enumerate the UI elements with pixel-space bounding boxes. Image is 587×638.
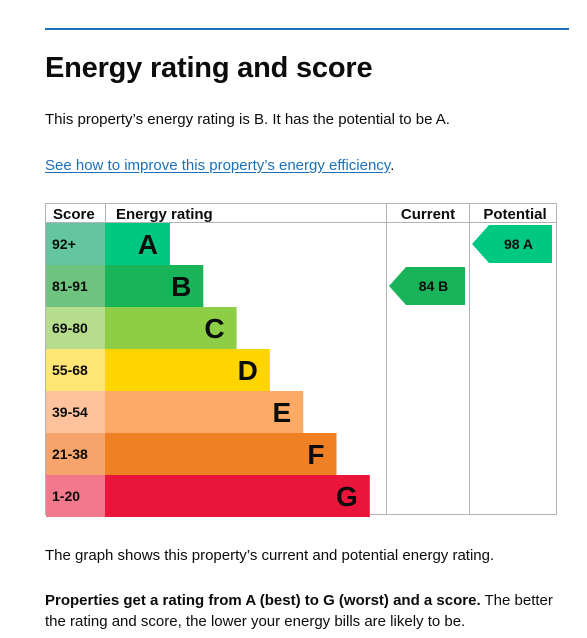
rating-bands: 92+ A 81-91 B 69-80 C 55-68 D 39-54 E 21-38 F 1-20 G <box>46 223 370 517</box>
rating-explanation-bold: Properties get a rating from A (best) to… <box>45 592 481 609</box>
rating-bar-b <box>105 265 204 307</box>
score-label-f: 21-38 <box>52 446 88 462</box>
page-title: Energy rating and score <box>45 52 373 84</box>
graph-description: The graph shows this property’s current … <box>45 547 495 564</box>
score-cell-d <box>46 349 105 391</box>
header-current: Current <box>401 206 455 223</box>
rating-letter-a: A <box>138 229 158 260</box>
rating-letter-b: B <box>171 271 191 302</box>
potential-rating-label: 98 A <box>504 236 533 252</box>
section-divider <box>45 28 569 30</box>
score-label-a: 92+ <box>52 236 76 252</box>
rating-bar-g <box>105 475 370 517</box>
score-cell-e <box>46 391 105 433</box>
score-label-e: 39-54 <box>52 404 88 420</box>
improve-efficiency-link[interactable]: See how to improve this property’s energ… <box>45 157 391 174</box>
current-rating-arrow <box>389 267 465 305</box>
score-cell-a <box>46 223 105 265</box>
improve-link-suffix: . <box>390 157 395 174</box>
score-cell-f <box>46 433 105 475</box>
rating-bar-c <box>105 307 237 349</box>
rating-letter-g: G <box>336 481 358 512</box>
score-cell-c <box>46 307 105 349</box>
current-rating-label: 84 B <box>419 278 449 294</box>
rating-letter-d: D <box>238 355 258 386</box>
rating-summary: This property’s energy rating is B. It h… <box>45 111 450 128</box>
score-cell-g <box>46 475 105 517</box>
rating-bar-a <box>105 223 170 265</box>
rating-letter-f: F <box>307 439 324 470</box>
rating-bar-f <box>105 433 337 475</box>
score-cell-b <box>46 265 105 307</box>
header-energy-rating: Energy rating <box>116 206 213 223</box>
header-potential: Potential <box>483 206 546 223</box>
rating-arrows: 84 B 98 A <box>389 225 552 305</box>
score-label-g: 1-20 <box>52 488 80 504</box>
rating-explanation-rest: The better the rating and score, the low… <box>45 592 553 630</box>
improve-link-line: See how to improve this property’s energ… <box>45 156 394 176</box>
potential-rating-arrow <box>472 225 552 263</box>
score-label-b: 81-91 <box>52 278 88 294</box>
rating-explanation: Properties get a rating from A (best) to… <box>45 590 565 632</box>
rating-letter-c: C <box>204 313 224 344</box>
rating-bar-e <box>105 391 304 433</box>
rating-bar-d <box>105 349 270 391</box>
score-label-d: 55-68 <box>52 362 88 378</box>
header-score: Score <box>53 206 95 223</box>
rating-letter-e: E <box>273 397 292 428</box>
score-label-c: 69-80 <box>52 320 88 336</box>
